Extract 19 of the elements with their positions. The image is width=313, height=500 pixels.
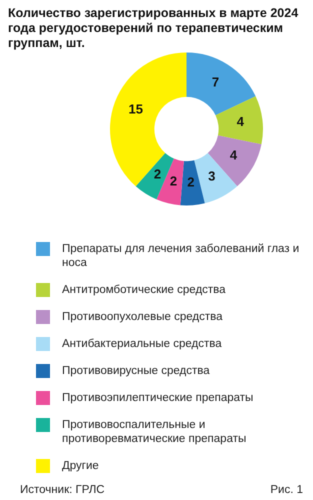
data-label: 7 [212, 74, 220, 90]
data-label: 4 [236, 114, 245, 130]
legend-label: Антибактериальные средства [62, 337, 222, 351]
legend-label: Противоэпилептические препараты [62, 391, 254, 405]
data-label: 2 [154, 166, 162, 182]
legend-label: Противовоспалительные и противоревматические препараты [62, 418, 248, 446]
legend-label: Противовирусные средства [62, 364, 210, 378]
chart-title: Количество зарегистрированных в марте 2024 года регудостоверений по терапевтическим группам, шт. [8, 6, 300, 51]
data-label: 15 [128, 101, 143, 116]
data-label: 4 [230, 148, 238, 163]
legend-label: Другие [62, 459, 99, 473]
data-label: 2 [170, 173, 178, 188]
legend-label: Антитромботические средства [62, 283, 226, 297]
legend-label: Препараты для лечения заболеваний глаз и носа [62, 242, 300, 270]
data-label: 3 [208, 168, 216, 184]
data-label: 2 [187, 174, 194, 190]
text: Рис. 1 [270, 484, 303, 496]
legend-label: Противоопухолевые средства [62, 310, 222, 324]
text: Источник: ГРЛС [20, 484, 105, 496]
